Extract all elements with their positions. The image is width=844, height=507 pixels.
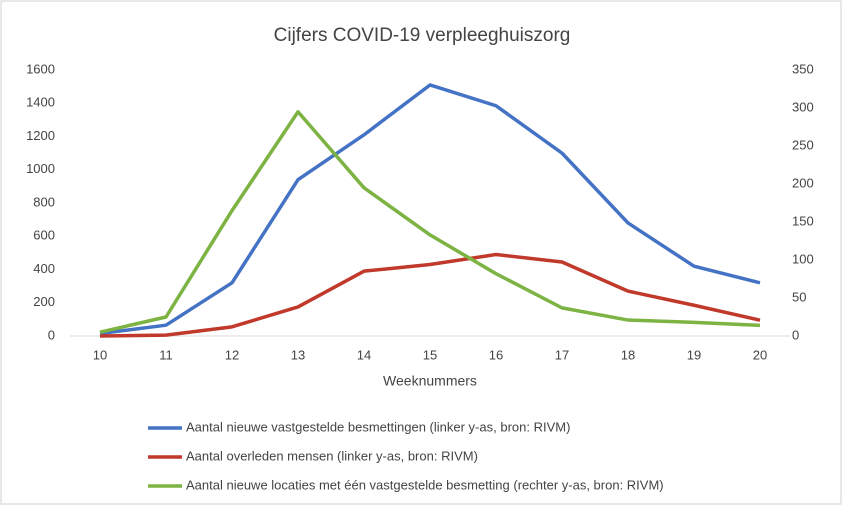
series-line <box>99 252 761 338</box>
y-tick-label: 800 <box>33 194 55 209</box>
x-tick-label: 20 <box>753 347 767 362</box>
y2-tick-label: 0 <box>792 327 799 342</box>
x-tick-label: 13 <box>291 347 305 362</box>
y-tick-label: 1600 <box>26 61 55 76</box>
legend-label: Aantal nieuwe locaties met één vastgeste… <box>186 477 664 492</box>
x-tick-label: 11 <box>159 347 173 362</box>
y2-tick-label: 350 <box>792 61 814 76</box>
y-tick-label: 600 <box>33 228 55 243</box>
x-tick-label: 16 <box>489 347 503 362</box>
y-tick-label: 200 <box>33 294 55 309</box>
series-line <box>99 110 761 334</box>
y-tick-label: 1000 <box>26 161 55 176</box>
legend-label: Aantal overleden mensen (linker y-as, br… <box>186 448 478 463</box>
x-tick-label: 15 <box>423 347 437 362</box>
x-tick-label: 18 <box>621 347 635 362</box>
y2-tick-label: 200 <box>792 175 814 190</box>
series-line <box>99 83 761 336</box>
x-tick-label: 14 <box>357 347 371 362</box>
x-axis-label: Weeknummers <box>383 373 477 389</box>
y2-tick-label: 150 <box>792 213 814 228</box>
legend-label: Aantal nieuwe vastgestelde besmettingen … <box>186 419 570 434</box>
y2-tick-label: 100 <box>792 251 814 266</box>
y2-tick-label: 250 <box>792 137 814 152</box>
y-tick-label: 400 <box>33 261 55 276</box>
y2-tick-label: 50 <box>792 289 806 304</box>
x-tick-label: 17 <box>555 347 569 362</box>
x-tick-label: 10 <box>93 347 107 362</box>
y-tick-label: 1400 <box>26 95 55 110</box>
x-tick-label: 12 <box>225 347 239 362</box>
y-tick-label: 0 <box>48 327 55 342</box>
x-tick-label: 19 <box>687 347 701 362</box>
chart-title: Cijfers COVID-19 verpleeghuiszorg <box>274 25 571 46</box>
y2-tick-label: 300 <box>792 99 814 114</box>
y-tick-label: 1200 <box>26 128 55 143</box>
